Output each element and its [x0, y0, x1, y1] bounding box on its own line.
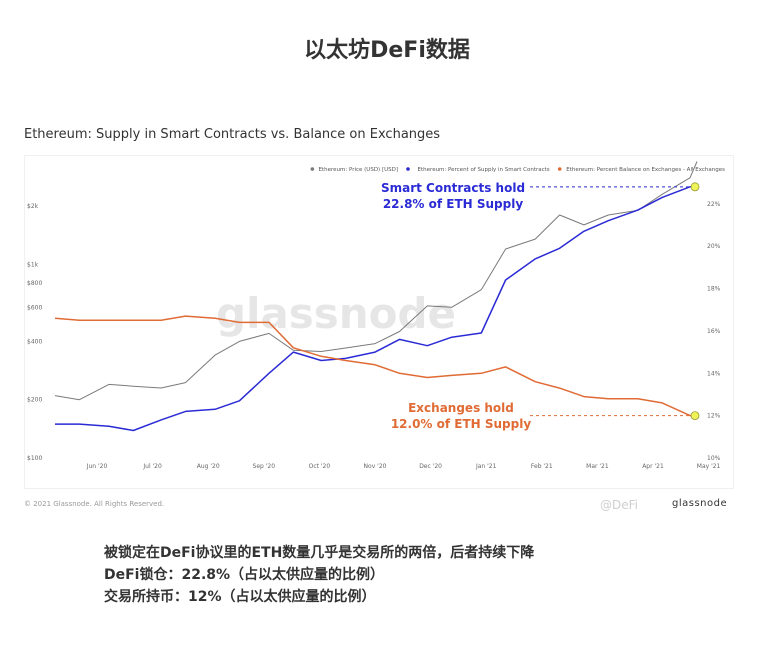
series-line [54, 161, 698, 401]
x-tick-label: Oct '20 [309, 463, 331, 470]
y-left-tick-label: $100 [27, 455, 42, 462]
x-tick-label: Aug '20 [197, 463, 220, 470]
series-line [55, 186, 697, 432]
y-left-tick-label: $600 [27, 304, 42, 311]
x-tick-label: Dec '20 [419, 463, 442, 470]
y-right-tick-label: 18% [707, 286, 721, 293]
x-tick-label: Jan '21 [475, 463, 497, 470]
chart-heading: Ethereum: Supply in Smart Contracts vs. … [24, 127, 441, 142]
summary-line: 被锁定在DeFi协议里的ETH数量几乎是交易所的两倍，后者持续下降 [104, 545, 535, 561]
legend-marker [310, 167, 315, 171]
copyright-text: © 2021 Glassnode. All Rights Reserved. [24, 500, 165, 508]
x-tick-label: Jun '20 [86, 463, 108, 470]
x-tick-label: Sep '20 [253, 463, 276, 470]
annotation-smart-contracts-line1: Smart Contracts hold [381, 181, 525, 195]
y-left-tick-label: $2k [27, 203, 39, 210]
legend-marker [557, 167, 562, 171]
legend-label: Ethereum: Percent Balance on Exchanges -… [566, 167, 725, 173]
annotation-point-marker [690, 411, 700, 421]
annotation-exchanges-line2: 12.0% of ETH Supply [391, 417, 532, 431]
series-line [54, 315, 697, 417]
y-right-tick-label: 10% [707, 455, 721, 462]
x-tick-label: Jul '20 [142, 463, 162, 470]
glassnode-watermark: glassnode [216, 289, 456, 338]
y-right-tick-label: 22% [707, 201, 721, 208]
y-right-tick-label: 12% [707, 413, 721, 420]
legend-label: Ethereum: Price (USD) [USD] [319, 167, 398, 173]
x-tick-label: Mar '21 [586, 463, 609, 470]
summary-text: 被锁定在DeFi协议里的ETH数量几乎是交易所的两倍，后者持续下降 DeFi锁仓… [104, 542, 534, 608]
annotation-exchanges-line1: Exchanges hold [408, 401, 514, 415]
x-tick-label: Feb '21 [531, 463, 553, 470]
weibo-watermark: @DeFi [600, 498, 638, 512]
brand-logo: glassnode [672, 498, 728, 509]
legend-label: Ethereum: Percent of Supply in Smart Con… [418, 167, 550, 173]
y-left-tick-label: $800 [27, 280, 42, 287]
y-right-tick-label: 20% [707, 243, 721, 250]
page-title: 以太坊DeFi数据 [304, 38, 470, 63]
y-left-tick-label: $200 [27, 397, 42, 404]
y-left-tick-label: $1k [27, 261, 39, 268]
x-tick-label: Nov '20 [364, 463, 387, 470]
chart-svg: glassnode Ethereum: Percent Balance on Ex… [27, 161, 725, 470]
y-left-tick-label: $400 [27, 338, 42, 345]
chart-panel: glassnode Ethereum: Percent Balance on Ex… [24, 155, 734, 489]
summary-line: DeFi锁仓：22.8%（占以太供应量的比例） [104, 567, 385, 583]
y-right-tick-label: 14% [707, 370, 721, 377]
x-tick-label: May '21 [697, 463, 721, 470]
summary-line: 交易所持币：12%（占以太供应量的比例） [104, 589, 376, 605]
annotation-point-marker [690, 182, 700, 192]
legend-marker [406, 167, 410, 171]
x-tick-label: Apr '21 [642, 463, 664, 470]
y-right-tick-label: 16% [707, 328, 721, 335]
annotation-smart-contracts-line2: 22.8% of ETH Supply [383, 197, 524, 211]
